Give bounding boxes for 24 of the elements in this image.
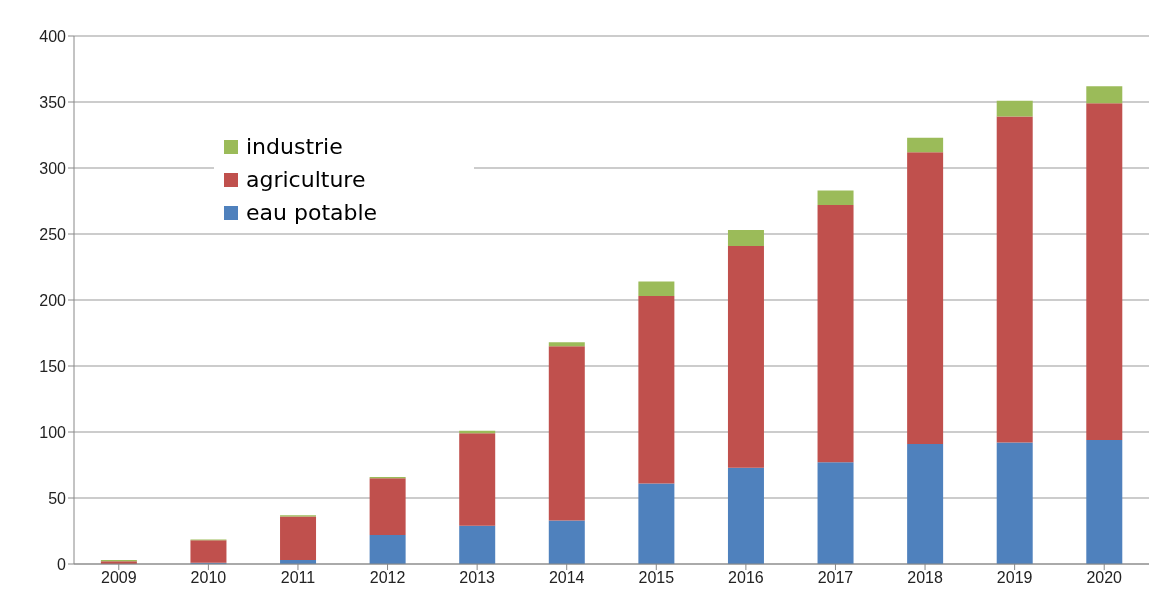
y-tick-label: 150 [39, 357, 67, 375]
x-tick-label: 2015 [638, 569, 675, 587]
x-tick-label: 2018 [907, 569, 943, 587]
y-tick-label: 50 [48, 489, 67, 507]
legend-label: eau potable [246, 199, 378, 227]
y-tick-label: 100 [39, 423, 67, 441]
x-tick-label: 2010 [190, 569, 227, 587]
x-tick-label: 2014 [548, 569, 585, 587]
x-tick-label: 2017 [817, 569, 854, 587]
y-tick-label: 300 [39, 159, 67, 177]
legend-label: agriculture [246, 166, 366, 194]
y-tick-label: 250 [39, 225, 67, 243]
x-tick-label: 2012 [369, 569, 406, 587]
y-tick-label: 200 [39, 291, 67, 309]
legend-label: industrie [246, 133, 343, 161]
x-tick-label: 2019 [996, 569, 1033, 587]
x-tick-label: 2020 [1086, 569, 1123, 587]
x-tick-label: 2013 [459, 569, 496, 587]
x-tick-label: 2011 [280, 569, 316, 587]
y-tick-label: 0 [57, 555, 67, 573]
y-tick-label: 400 [39, 27, 67, 45]
x-tick-label: 2009 [100, 569, 137, 587]
y-tick-label: 350 [39, 93, 67, 111]
x-tick-label: 2016 [728, 569, 764, 587]
